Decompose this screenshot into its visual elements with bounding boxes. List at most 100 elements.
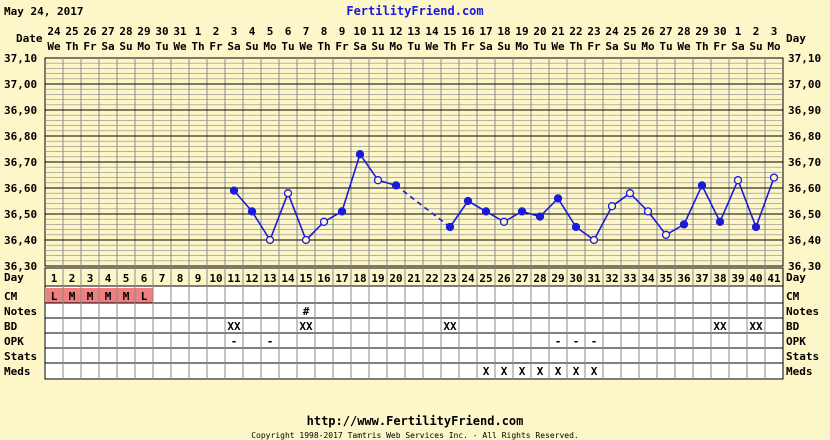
cycle-day-number: 23 xyxy=(443,272,456,285)
date-header: 18 xyxy=(497,25,510,38)
y-tick-label-right: 36,50 xyxy=(788,208,821,221)
date-header: 8 xyxy=(321,25,328,38)
weekday-header: Sa xyxy=(227,40,240,53)
date-header: 14 xyxy=(425,25,439,38)
weekday-header: Sa xyxy=(731,40,744,53)
temperature-segment xyxy=(305,221,325,241)
date-header: 17 xyxy=(479,25,492,38)
temperature-point xyxy=(553,194,563,203)
temperature-point xyxy=(337,207,347,216)
weekday-header: Fr xyxy=(587,40,601,53)
opk-entry: - xyxy=(555,335,562,348)
weekday-header: Th xyxy=(695,40,708,53)
cm-entry: L xyxy=(141,290,148,303)
date-header: 26 xyxy=(641,25,655,38)
cycle-day-number: 16 xyxy=(317,272,331,285)
weekday-header: Su xyxy=(623,40,636,53)
weekday-header: We xyxy=(173,40,187,53)
weekday-header: Tu xyxy=(407,40,420,53)
cycle-day-number: 8 xyxy=(177,272,184,285)
date-header: 29 xyxy=(695,25,708,38)
temperature-point xyxy=(535,212,545,221)
date-header: 13 xyxy=(407,25,420,38)
weekday-header: Sa xyxy=(101,40,114,53)
opk-entry: - xyxy=(267,335,274,348)
cycle-day-number: 17 xyxy=(335,272,348,285)
footer-copyright: Copyright 1998-2017 Tamtris Web Services… xyxy=(251,431,579,440)
y-tick-label-right: 36,60 xyxy=(788,182,821,195)
cm-entry: M xyxy=(87,290,94,303)
temperature-point xyxy=(679,220,689,229)
date-header: 1 xyxy=(735,25,742,38)
site-title: FertilityFriend.com xyxy=(346,4,483,18)
date-header: 9 xyxy=(339,25,346,38)
temperature-segment xyxy=(629,192,649,212)
y-tick-label-left: 36,60 xyxy=(4,182,37,195)
temperature-segment xyxy=(755,177,775,228)
cycle-day-number: 11 xyxy=(227,272,241,285)
weekday-header: Su xyxy=(119,40,132,53)
chart-date: May 24, 2017 xyxy=(4,5,83,18)
temperature-segment-dashed xyxy=(395,184,451,228)
cycle-day-number: 38 xyxy=(713,272,726,285)
temperature-segment xyxy=(269,192,289,241)
cycle-day-number: 29 xyxy=(551,272,564,285)
date-header: 11 xyxy=(371,25,385,38)
notes-entry: # xyxy=(303,305,310,318)
cycle-day-number: 34 xyxy=(641,272,655,285)
cm-cell xyxy=(99,288,117,303)
cm-label: CM xyxy=(4,290,18,303)
bd-entry: XX xyxy=(443,320,457,333)
weekday-header: Th xyxy=(65,40,78,53)
y-tick-label-left: 36,80 xyxy=(4,130,37,143)
date-header: 6 xyxy=(285,25,292,38)
cycle-day-number: 21 xyxy=(407,272,421,285)
temperature-point-open xyxy=(733,176,743,185)
bd-entry: XX xyxy=(299,320,313,333)
cycle-day-number: 31 xyxy=(587,272,601,285)
weekday-header: Mo xyxy=(263,40,277,53)
weekday-header: We xyxy=(299,40,313,53)
temperature-segment xyxy=(449,200,469,228)
weekday-header: Su xyxy=(749,40,762,53)
weekday-header: Sa xyxy=(353,40,366,53)
y-tick-label-right: 36,90 xyxy=(788,104,821,117)
date-header: 29 xyxy=(137,25,150,38)
weekday-header: We xyxy=(551,40,565,53)
cycle-day-number: 41 xyxy=(767,272,781,285)
date-header: 25 xyxy=(65,25,78,38)
date-header: 7 xyxy=(303,25,310,38)
notes-label-right: Notes xyxy=(786,305,819,318)
cycle-day-number: 24 xyxy=(461,272,475,285)
cycle-day-number: 19 xyxy=(371,272,384,285)
y-tick-label-left: 36,70 xyxy=(4,156,37,169)
weekday-header: Th xyxy=(569,40,582,53)
cycle-day-number: 28 xyxy=(533,272,546,285)
weekday-header: Tu xyxy=(155,40,168,53)
cycle-day-number: 4 xyxy=(105,272,112,285)
y-tick-label-right: 37,10 xyxy=(788,52,821,65)
opk-entry: - xyxy=(573,335,580,348)
cm-entry: M xyxy=(123,290,130,303)
cycle-day-number: 36 xyxy=(677,272,691,285)
cycle-day-number: 6 xyxy=(141,272,148,285)
date-header: 21 xyxy=(551,25,565,38)
temperature-segment xyxy=(539,197,559,218)
day-label-right: Day xyxy=(786,271,806,284)
weekday-header: Sa xyxy=(605,40,618,53)
bd-entry: XX xyxy=(749,320,763,333)
date-header: 20 xyxy=(533,25,546,38)
temperature-segment xyxy=(359,153,379,181)
weekday-header: Sa xyxy=(479,40,492,53)
temperature-point xyxy=(355,150,365,159)
weekday-header: We xyxy=(677,40,691,53)
stats-label: Stats xyxy=(4,350,37,363)
date-header: 31 xyxy=(173,25,187,38)
cycle-day-number: 12 xyxy=(245,272,258,285)
weekday-header: Mo xyxy=(767,40,781,53)
cycle-day-number: 2 xyxy=(69,272,76,285)
date-header: 27 xyxy=(659,25,672,38)
y-tick-label-left: 37,10 xyxy=(4,52,37,65)
temperature-segment xyxy=(341,153,361,212)
